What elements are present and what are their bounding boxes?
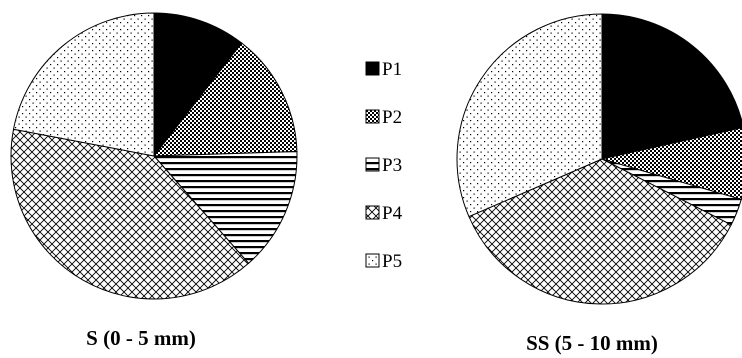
legend-swatch-p1 (365, 61, 380, 76)
pie-title-subsurface: SS (5 - 10 mm) (526, 331, 658, 355)
pie-chart-surface (10, 12, 298, 300)
legend-swatch-p5 (365, 253, 380, 268)
subsurface-slice-p5 (456, 13, 603, 218)
legend-label-p4: P4 (382, 203, 403, 224)
legend-swatch-p3 (365, 157, 380, 172)
legend-label-p2: P2 (382, 107, 402, 128)
surface-slice-p4 (10, 128, 250, 300)
legend: P1 P2 P3 P4 P5 (365, 59, 403, 272)
subsurface-slice-p1 (601, 13, 742, 160)
pie-chart-subsurface (456, 13, 742, 305)
surface-slice-p1 (153, 12, 243, 158)
surface-slice-p5 (12, 12, 155, 157)
legend-label-p5: P5 (382, 251, 402, 272)
legend-label-p1: P1 (382, 59, 402, 80)
legend-label-p3: P3 (382, 155, 402, 176)
subsurface-slice-p4 (468, 158, 732, 305)
surface-slice-p2 (152, 42, 298, 157)
legend-swatch-p4 (365, 205, 380, 220)
pie-title-surface: S (0 - 5 mm) (86, 326, 196, 350)
surface-slice-p3 (152, 150, 298, 264)
legend-swatch-p2 (365, 109, 380, 124)
